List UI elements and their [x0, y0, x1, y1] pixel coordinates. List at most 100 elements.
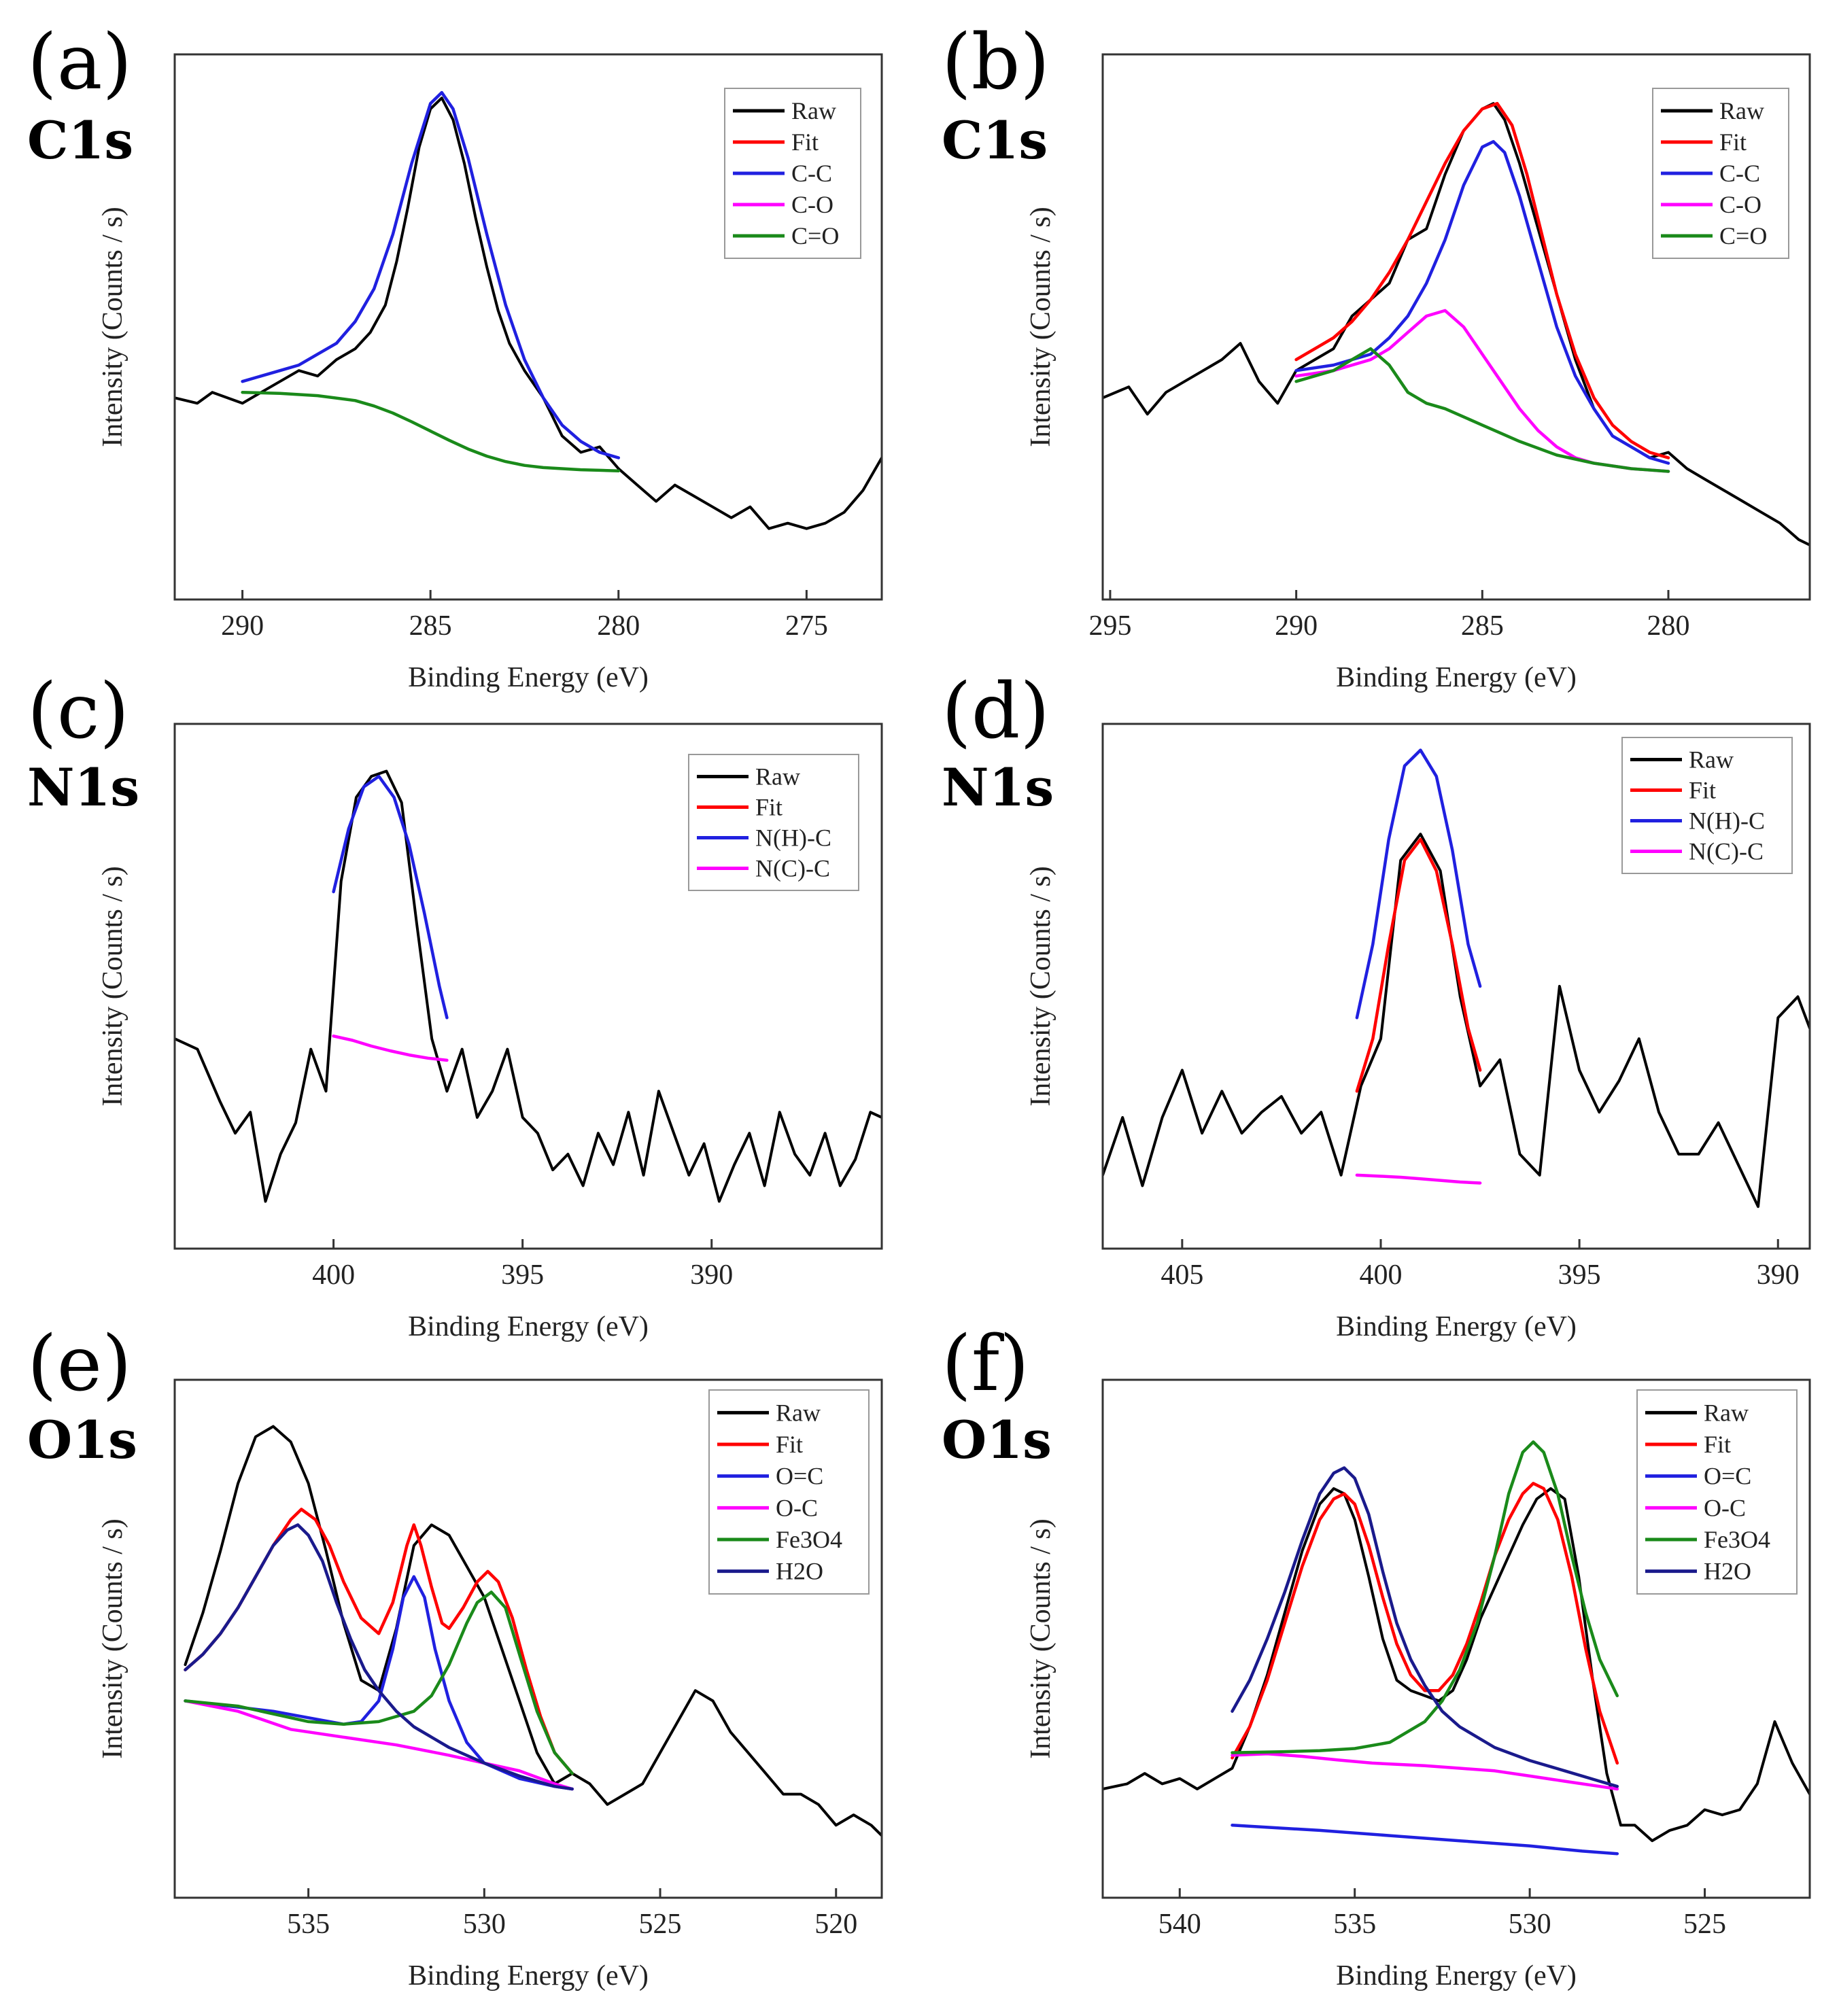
legend-label: N(C)-C [755, 855, 830, 882]
series-raw [1103, 833, 1810, 1209]
legend: Raw Fit C-C C-O C=O [1652, 88, 1789, 259]
series-raw [175, 97, 882, 530]
legend-label: N(C)-C [1689, 838, 1764, 865]
series-fit [1294, 101, 1670, 459]
legend-label: C-O [791, 191, 833, 218]
series-group [175, 90, 882, 530]
series-h2o [1231, 1466, 1619, 1788]
series-c-o [241, 390, 621, 472]
legend-label: C=O [791, 222, 839, 249]
core-level-label: N1s [942, 757, 1054, 818]
x-tick-label: 295 [1088, 610, 1131, 642]
x-tick-label: 525 [1683, 1909, 1726, 1940]
legend-label: C=O [1719, 222, 1767, 249]
series-c-c [241, 90, 621, 459]
legend-label: Fit [1689, 777, 1716, 804]
legend-label: Fit [1704, 1431, 1731, 1458]
panel-label: (f) [942, 1320, 1029, 1408]
plot-frame [1101, 723, 1811, 1250]
legend-label: Fit [776, 1431, 803, 1458]
series-group [1103, 748, 1810, 1209]
series-o-c [1231, 1752, 1619, 1791]
series-fe3o4 [184, 1591, 574, 1775]
x-tick-label: 395 [1558, 1259, 1601, 1291]
x-axis-title: Binding Energy (eV) [1336, 1311, 1577, 1342]
panel-a: (a)C1s 290 285 280 275 Binding Energy (eV) Int… [27, 18, 883, 693]
panel-d: (d)N1s 405 400 395 390 Binding Energy (eV) Int… [942, 667, 1811, 1342]
core-level-label: C1s [27, 110, 133, 171]
x-tick-label: 290 [1275, 610, 1318, 642]
series-raw [175, 769, 882, 1203]
legend-label: N(H)-C [1689, 807, 1765, 835]
x-axis-title: Binding Energy (eV) [1336, 1960, 1577, 1992]
x-axis-title: Binding Energy (eV) [408, 662, 649, 693]
core-level-label: C1s [942, 110, 1048, 171]
legend: Raw Fit N(H)-C N(C)-C [688, 754, 859, 891]
plot-frame [173, 53, 883, 601]
x-tick-label: 535 [1333, 1909, 1376, 1940]
x-tick-label: 390 [690, 1259, 733, 1291]
panel-f: (f)O1s 540 535 530 525 Binding Energy (eV) Int… [942, 1320, 1811, 1992]
legend-label: O=C [1704, 1463, 1751, 1490]
y-axis-title: Intensity (Counts / s) [97, 207, 128, 447]
plot-frame [173, 1378, 883, 1899]
x-tick-label: 280 [1647, 610, 1690, 642]
x-tick-label: 290 [221, 610, 264, 642]
panel-label: (c) [27, 667, 129, 756]
series-n-h-c [1355, 748, 1482, 1020]
series-fe3o4 [1231, 1440, 1619, 1754]
series-o-c [1231, 1824, 1619, 1856]
series-n-c-c [1355, 1173, 1482, 1185]
panel-label: (d) [942, 667, 1050, 756]
core-level-label: N1s [27, 757, 139, 818]
legend-label: C-C [791, 160, 832, 187]
legend: Raw Fit C-C C-O C=O [724, 88, 861, 259]
legend-label: Fe3O4 [776, 1526, 842, 1553]
x-tick-label: 520 [814, 1909, 857, 1940]
plot-frame [1101, 1378, 1811, 1899]
legend-label: Fit [1719, 128, 1747, 156]
legend-label: Raw [1704, 1399, 1749, 1426]
series-raw [1103, 1487, 1810, 1843]
y-axis-title: Intensity (Counts / s) [97, 1518, 128, 1759]
x-tick-label: 530 [463, 1909, 506, 1940]
panel-label: (a) [27, 18, 132, 107]
x-tick-label: 540 [1158, 1909, 1201, 1940]
x-tick-label: 390 [1757, 1259, 1800, 1291]
legend-label: O-C [776, 1494, 818, 1521]
x-axis-title: Binding Energy (eV) [1336, 662, 1577, 693]
x-tick-label: 405 [1161, 1259, 1203, 1291]
y-axis-title: Intensity (Counts / s) [1025, 866, 1056, 1107]
series-raw [184, 1425, 882, 1837]
y-axis-title: Intensity (Counts / s) [97, 866, 128, 1107]
legend: Raw Fit O=C O-C Fe3O4 H2O [1636, 1389, 1798, 1595]
series-group [1103, 101, 1810, 546]
series-n-c-c [332, 1035, 449, 1062]
plot-frame [173, 723, 883, 1250]
legend: Raw Fit N(H)-C N(C)-C [1621, 737, 1793, 874]
series-fit [1355, 837, 1482, 1093]
panel-c: (c)N1s 400 395 390 Binding Energy (eV) Intens… [27, 667, 883, 1342]
legend-box [708, 1389, 870, 1595]
x-tick-label: 530 [1509, 1909, 1551, 1940]
legend-label: O=C [776, 1463, 823, 1490]
legend-label: Raw [791, 97, 836, 124]
y-axis-title: Intensity (Counts / s) [1025, 207, 1056, 447]
x-axis-title: Binding Energy (eV) [408, 1311, 649, 1342]
legend-box [1636, 1389, 1798, 1595]
legend-label: C-C [1719, 160, 1760, 187]
plot-frame [1101, 53, 1811, 601]
series-group [175, 769, 882, 1203]
x-tick-label: 395 [501, 1259, 544, 1291]
series-o-c [184, 1699, 574, 1791]
x-axis-title: Binding Energy (eV) [408, 1960, 649, 1992]
legend-label: C-O [1719, 191, 1761, 218]
panel-label: (b) [942, 18, 1050, 107]
series-c-c [1294, 140, 1670, 465]
legend-label: Fe3O4 [1704, 1526, 1770, 1553]
legend-label: N(H)-C [755, 824, 831, 852]
legend: Raw Fit O=C O-C Fe3O4 H2O [708, 1389, 870, 1595]
legend-label: Fit [755, 794, 783, 821]
